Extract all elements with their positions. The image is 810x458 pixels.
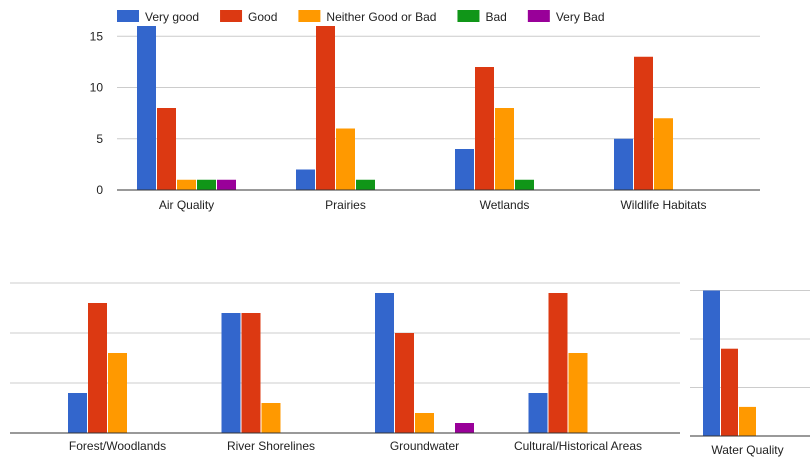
x-tick-label-0-2: Wetlands (480, 198, 530, 212)
x-tick-label-1-2: Groundwater (390, 439, 459, 453)
bar-0-0-2 (177, 179, 196, 190)
x-tick-label-1-1: River Shorelines (227, 439, 315, 453)
bar-0-1-3 (356, 179, 375, 190)
legend-swatch-1 (220, 10, 243, 22)
bar-0-2-0 (455, 149, 474, 190)
bar-1-1-2 (261, 403, 281, 433)
bar-2-0-2 (739, 406, 756, 436)
legend-swatch-3 (457, 10, 480, 22)
x-tick-label-1-0: Forest/Woodlands (69, 439, 166, 453)
bar-1-3-2 (568, 353, 588, 433)
bar-0-0-3 (197, 179, 216, 190)
y-tick-label-0-1: 5 (96, 132, 103, 146)
bar-1-2-0 (375, 293, 394, 433)
bar-0-1-1 (316, 26, 335, 190)
legend-swatch-4 (527, 10, 550, 22)
legend-label-2: Neither Good or Bad (326, 10, 436, 24)
bar-1-1-1 (241, 313, 261, 433)
bar-0-3-1 (634, 56, 653, 190)
x-tick-label-0-1: Prairies (325, 198, 366, 212)
bar-0-1-0 (296, 169, 315, 190)
y-tick-label-0-3: 15 (90, 29, 104, 43)
legend-label-0: Very good (145, 10, 199, 24)
bar-0-2-1 (475, 67, 494, 190)
legend-label-4: Very Bad (556, 10, 605, 24)
x-tick-label-2-0: Water Quality (711, 443, 783, 457)
bar-0-3-0 (614, 138, 633, 190)
bar-1-0-0 (68, 393, 87, 433)
bar-0-3-2 (654, 118, 673, 190)
legend-label-1: Good (248, 10, 277, 24)
bar-1-0-1 (88, 303, 107, 433)
bar-0-0-1 (157, 108, 176, 190)
bar-1-1-0 (221, 313, 241, 433)
bar-1-2-4 (455, 423, 474, 433)
bar-2-0-0 (703, 290, 720, 436)
bar-1-2-2 (415, 413, 434, 433)
bar-2-0-1 (721, 348, 738, 436)
bar-0-0-0 (137, 26, 156, 190)
y-tick-label-0-2: 10 (90, 81, 104, 95)
legend-label-3: Bad (485, 10, 506, 24)
x-tick-label-0-3: Wildlife Habitats (620, 198, 706, 212)
bar-0-2-2 (495, 108, 514, 190)
y-tick-label-0-0: 0 (96, 183, 103, 197)
x-tick-label-0-0: Air Quality (159, 198, 214, 212)
bar-1-2-1 (395, 333, 414, 433)
bar-0-2-3 (515, 179, 534, 190)
legend-swatch-2 (298, 10, 321, 22)
bar-1-3-0 (528, 393, 548, 433)
legend-swatch-0 (117, 10, 139, 22)
bar-1-0-2 (108, 353, 127, 433)
bar-0-1-2 (336, 128, 355, 190)
bar-1-3-1 (548, 293, 568, 433)
bar-0-0-4 (217, 179, 236, 190)
x-tick-label-1-3: Cultural/Historical Areas (514, 439, 642, 453)
